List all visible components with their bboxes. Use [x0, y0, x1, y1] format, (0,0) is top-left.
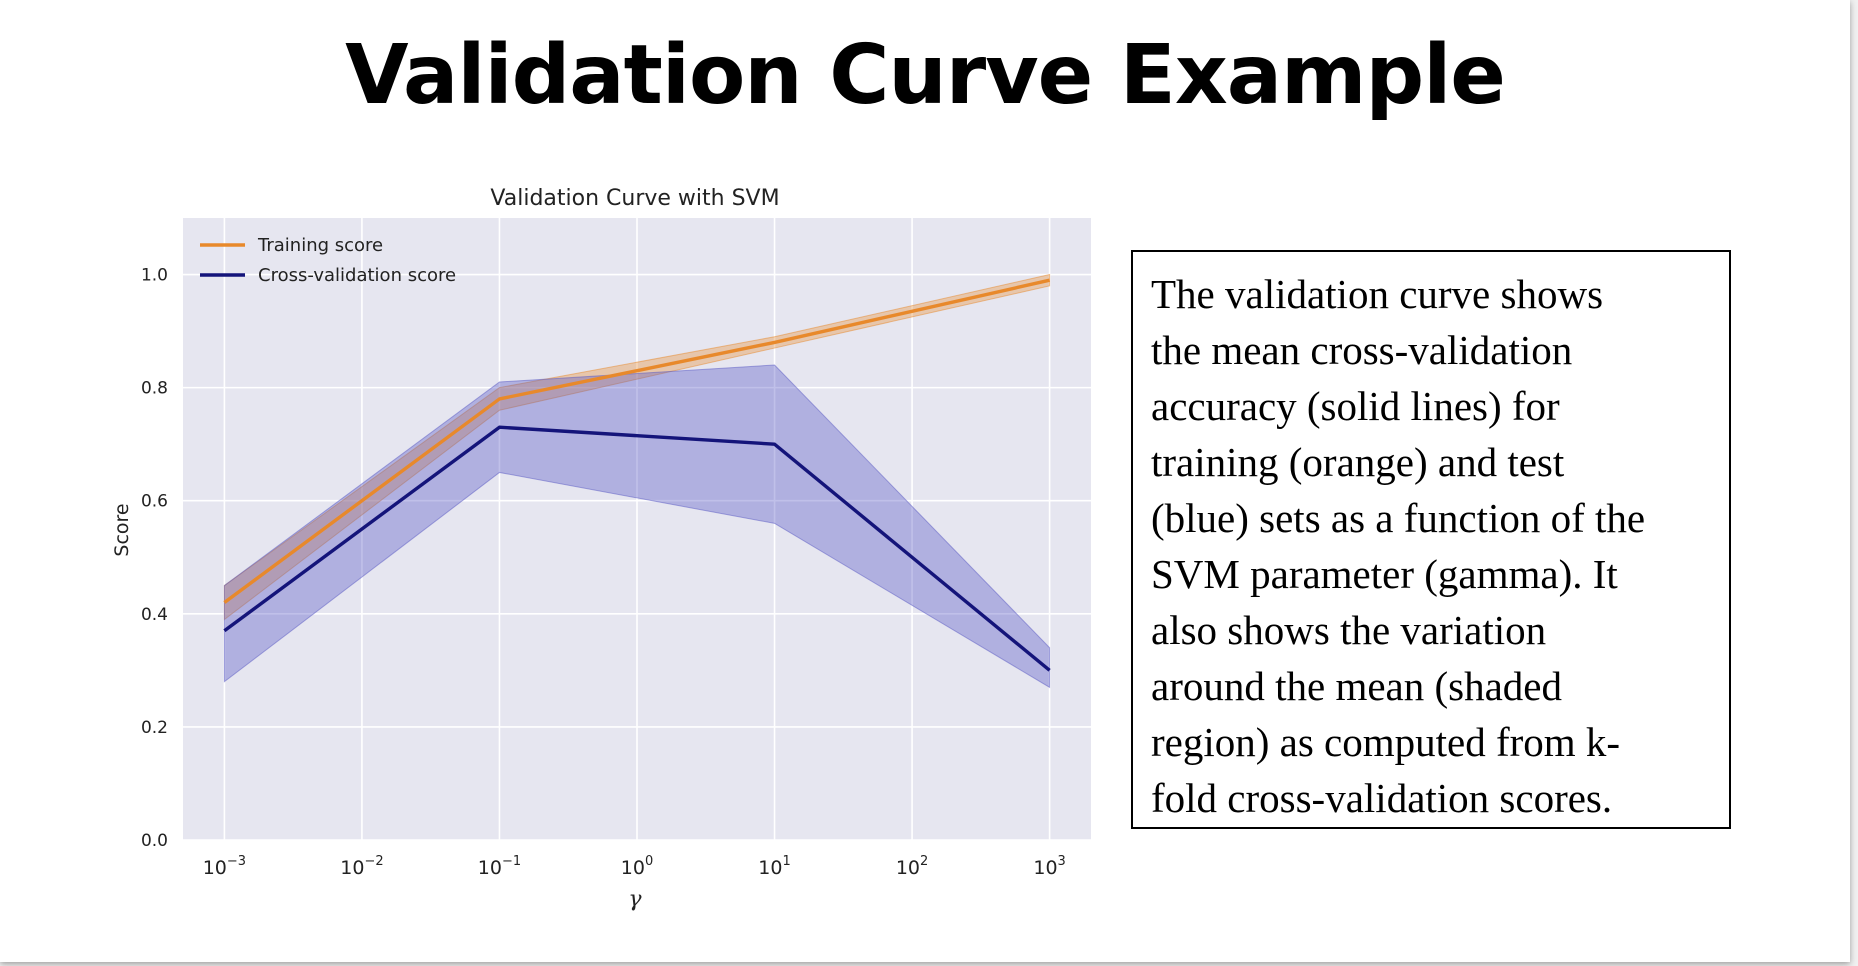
y-axis-label: Score: [111, 503, 133, 556]
variance-band-training: [223, 273, 1051, 621]
legend-label: Training score: [257, 235, 383, 256]
x-tick-label: 100: [621, 854, 653, 879]
x-tick-label: 101: [758, 854, 790, 879]
x-tick-label: 103: [1033, 854, 1065, 879]
y-tick-label: 0.4: [141, 605, 168, 625]
y-tick-label: 1.0: [141, 266, 168, 286]
validation-curve-chart: 10−3 10−2 10−1 100 101 102 103 0.0 0.2 0.4 0.6 0.8 1…: [111, 186, 1091, 912]
description-text: The validation curve shows the mean cros…: [1151, 271, 1646, 821]
x-tick-label: 10−1: [478, 854, 521, 879]
x-tick-label: 10−3: [203, 854, 246, 879]
grid-lines: [183, 218, 1091, 841]
chart-title: Validation Curve with SVM: [490, 186, 779, 211]
x-axis-label: γ: [628, 887, 642, 912]
description-box: The validation curve shows the mean cros…: [1131, 250, 1731, 829]
series-line-training: [223, 278, 1050, 604]
variance-bands: [223, 273, 1051, 689]
y-tick-label: 0.0: [141, 831, 168, 851]
legend-label: Cross-validation score: [258, 265, 456, 286]
x-tick-label: 10−2: [340, 854, 383, 879]
series-line-cross-validation: [223, 425, 1051, 672]
series-lines: [223, 278, 1051, 672]
y-tick-label: 0.6: [141, 492, 168, 512]
chart-legend: Training score Cross-validation score: [200, 235, 456, 286]
slide-title: Validation Curve Example: [345, 28, 1506, 123]
axis-ticks: 10−3 10−2 10−1 100 101 102 103 0.0 0.2 0.4 0.6 0.8 1…: [141, 266, 1066, 879]
y-tick-label: 0.2: [141, 718, 168, 738]
variance-band-cross-validation: [223, 364, 1051, 689]
y-tick-label: 0.8: [141, 379, 168, 399]
x-tick-label: 102: [896, 854, 928, 879]
